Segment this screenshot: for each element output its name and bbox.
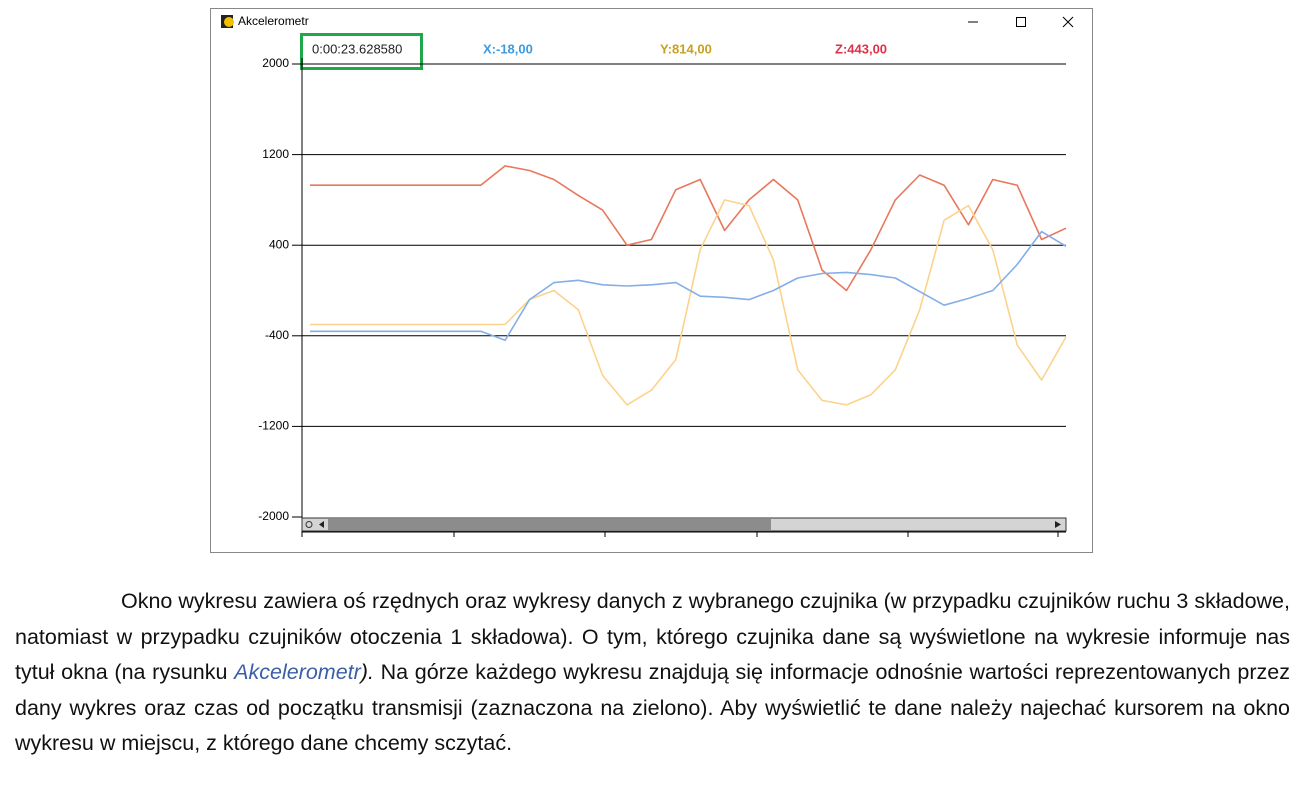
y-tick-label: -2000 bbox=[258, 509, 289, 523]
y-tick-label: -1200 bbox=[258, 419, 289, 433]
x-readout: X:-18,00 bbox=[483, 41, 533, 56]
scroll-zoom[interactable] bbox=[305, 521, 313, 528]
paragraph-emphasis-end: ). bbox=[360, 660, 374, 684]
time-readout: 0:00:23.628580 bbox=[312, 41, 402, 56]
window-title: Akcelerometr bbox=[238, 14, 309, 28]
maximize-button[interactable] bbox=[1016, 17, 1026, 27]
paragraph: Okno wykresu zawiera oś rzędnych oraz wy… bbox=[15, 584, 1290, 762]
paragraph-emphasis: Akcelerometr bbox=[234, 660, 361, 684]
data-line bbox=[310, 230, 1067, 342]
chart-window: Akcelerometr 0:00:23.628580 X:-18,00 Y:8… bbox=[210, 8, 1093, 553]
scroll-thumb[interactable] bbox=[328, 519, 771, 530]
close-button[interactable] bbox=[1062, 16, 1074, 28]
paragraph-text: Na górze każdego wykresu znajdują się in… bbox=[15, 660, 1290, 755]
z-readout: Z:443,00 bbox=[835, 41, 887, 56]
scroll-left[interactable] bbox=[319, 521, 324, 528]
y-tick-label: -400 bbox=[265, 328, 289, 342]
y-tick-label: 2000 bbox=[262, 56, 289, 70]
data-line bbox=[310, 165, 1067, 292]
app-icon-dot bbox=[224, 17, 234, 27]
plot: -2000 -1200 -400 400 1200 2000 bbox=[258, 56, 1067, 523]
y-tick-label: 400 bbox=[269, 237, 289, 251]
scroll-right[interactable] bbox=[1055, 521, 1061, 528]
scrollbar[interactable] bbox=[301, 517, 1067, 532]
data-line bbox=[310, 199, 1067, 406]
paragraph-text: Okno wykresu zawiera oś rzędnych oraz wy… bbox=[15, 589, 1290, 684]
y-tick-label: 1200 bbox=[262, 147, 289, 161]
window-frame bbox=[210, 8, 1093, 553]
y-readout: Y:814,00 bbox=[660, 41, 712, 56]
time-highlight bbox=[300, 33, 423, 70]
